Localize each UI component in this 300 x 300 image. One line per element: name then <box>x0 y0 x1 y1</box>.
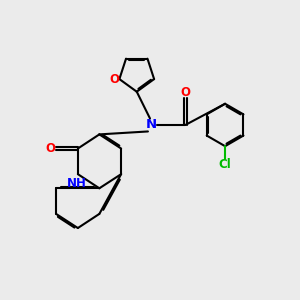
Text: Cl: Cl <box>219 158 232 171</box>
Text: O: O <box>109 73 119 85</box>
Text: N: N <box>146 118 157 131</box>
Text: NH: NH <box>67 177 87 190</box>
Text: O: O <box>45 142 55 155</box>
Text: O: O <box>180 86 190 99</box>
